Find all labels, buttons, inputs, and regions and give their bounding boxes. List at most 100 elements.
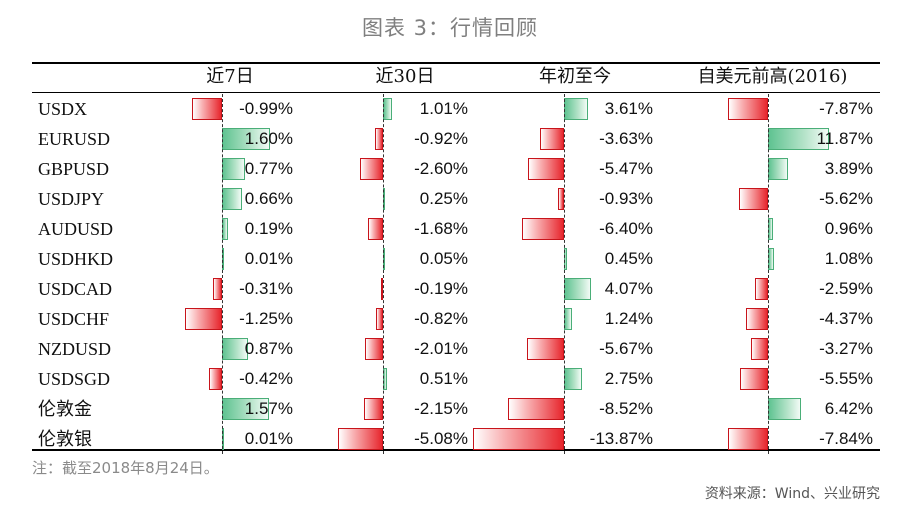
chart-title: 图表 3：行情回顾 — [361, 16, 539, 40]
data-label: -0.92% — [414, 129, 468, 148]
data-label: 6.42% — [824, 399, 873, 418]
data-label: -0.31% — [239, 279, 293, 298]
data-label: 0.45% — [604, 249, 653, 268]
bar — [526, 338, 564, 360]
data-label: 0.87% — [244, 339, 293, 358]
data-label: 1.24% — [604, 309, 653, 328]
bar — [751, 338, 768, 360]
bar — [375, 308, 383, 330]
data-label: -3.27% — [819, 339, 873, 358]
data-label: -13.87% — [589, 429, 653, 448]
bar — [557, 188, 564, 210]
bar — [754, 278, 768, 300]
data-label: 4.07% — [604, 279, 653, 298]
data-label: 0.01% — [244, 429, 293, 448]
bar — [507, 398, 564, 420]
bar — [381, 278, 383, 300]
table-top-rule — [32, 62, 880, 64]
row-label: USDX — [38, 99, 88, 119]
zero-axis — [768, 94, 769, 454]
row-label: GBPUSD — [38, 159, 110, 179]
data-label: 0.25% — [419, 189, 468, 208]
data-label: 3.61% — [604, 99, 653, 118]
data-label: -5.62% — [819, 189, 873, 208]
header-rule — [32, 92, 880, 93]
bar — [209, 368, 222, 390]
data-label: -0.82% — [414, 309, 468, 328]
data-label: -4.37% — [819, 309, 873, 328]
data-label: 0.96% — [824, 219, 873, 238]
data-label: -0.99% — [239, 99, 293, 118]
bar — [739, 188, 768, 210]
bar — [540, 128, 564, 150]
data-label: -5.55% — [819, 369, 873, 388]
bar — [192, 98, 222, 120]
column-header: 年初至今 — [539, 66, 611, 87]
data-label: 0.19% — [244, 219, 293, 238]
data-label: -7.84% — [819, 429, 873, 448]
data-label: -2.01% — [414, 339, 468, 358]
data-label: -3.63% — [599, 129, 653, 148]
data-label: 0.66% — [244, 189, 293, 208]
bar — [368, 218, 383, 240]
bar — [338, 428, 383, 450]
data-label: -0.93% — [599, 189, 653, 208]
data-label: -5.08% — [414, 429, 468, 448]
data-label: -8.52% — [599, 399, 653, 418]
bar — [745, 308, 768, 330]
data-label: -1.68% — [414, 219, 468, 238]
bar — [728, 428, 768, 450]
data-label: -5.67% — [599, 339, 653, 358]
bar — [360, 158, 383, 180]
data-label: 0.77% — [244, 159, 293, 178]
data-label: 1.01% — [419, 99, 468, 118]
bar — [365, 338, 383, 360]
data-label: 1.60% — [244, 129, 293, 148]
data-label: -1.25% — [239, 309, 293, 328]
row-label: 伦敦金 — [38, 399, 92, 419]
data-label: -0.42% — [239, 369, 293, 388]
data-label: 1.08% — [824, 249, 873, 268]
row-label: AUDUSD — [38, 219, 114, 239]
bar — [727, 98, 768, 120]
bar — [184, 308, 222, 330]
data-label: 0.01% — [244, 249, 293, 268]
data-label: -0.19% — [414, 279, 468, 298]
table-bottom-rule — [32, 449, 880, 451]
zero-axis — [564, 94, 565, 454]
row-label: USDSGD — [38, 369, 111, 389]
bar — [521, 218, 564, 240]
row-label: 伦敦银 — [38, 429, 92, 449]
data-label: -2.60% — [414, 159, 468, 178]
row-label: USDCHF — [38, 309, 110, 329]
data-label: 0.05% — [419, 249, 468, 268]
source-note: 资料来源：Wind、兴业研究 — [704, 486, 880, 502]
zero-axis — [383, 94, 384, 454]
footnote: 注：截至2018年8月24日。 — [32, 459, 219, 477]
data-label: -2.59% — [819, 279, 873, 298]
column-header: 近30日 — [375, 66, 435, 87]
column-header: 自美元前高(2016) — [697, 66, 848, 87]
row-label: USDHKD — [38, 249, 114, 269]
bar — [364, 398, 383, 420]
data-label: 2.75% — [604, 369, 653, 388]
data-label: 11.87% — [816, 129, 873, 148]
bar — [528, 158, 564, 180]
data-label: -7.87% — [819, 99, 873, 118]
row-label: NZDUSD — [38, 339, 112, 359]
bar — [374, 128, 383, 150]
data-label: -5.47% — [599, 159, 653, 178]
zero-axis — [222, 94, 223, 454]
column-header: 近7日 — [206, 66, 254, 87]
bar — [212, 278, 222, 300]
data-label: -2.15% — [414, 399, 468, 418]
bar — [739, 368, 768, 390]
data-label: 3.89% — [824, 159, 873, 178]
data-label: -6.40% — [599, 219, 653, 238]
data-label: 1.57% — [244, 399, 293, 418]
data-label: 0.51% — [419, 369, 468, 388]
row-label: USDCAD — [38, 279, 113, 299]
row-label: EURUSD — [38, 129, 111, 149]
row-label: USDJPY — [38, 189, 105, 209]
bar — [472, 428, 564, 450]
